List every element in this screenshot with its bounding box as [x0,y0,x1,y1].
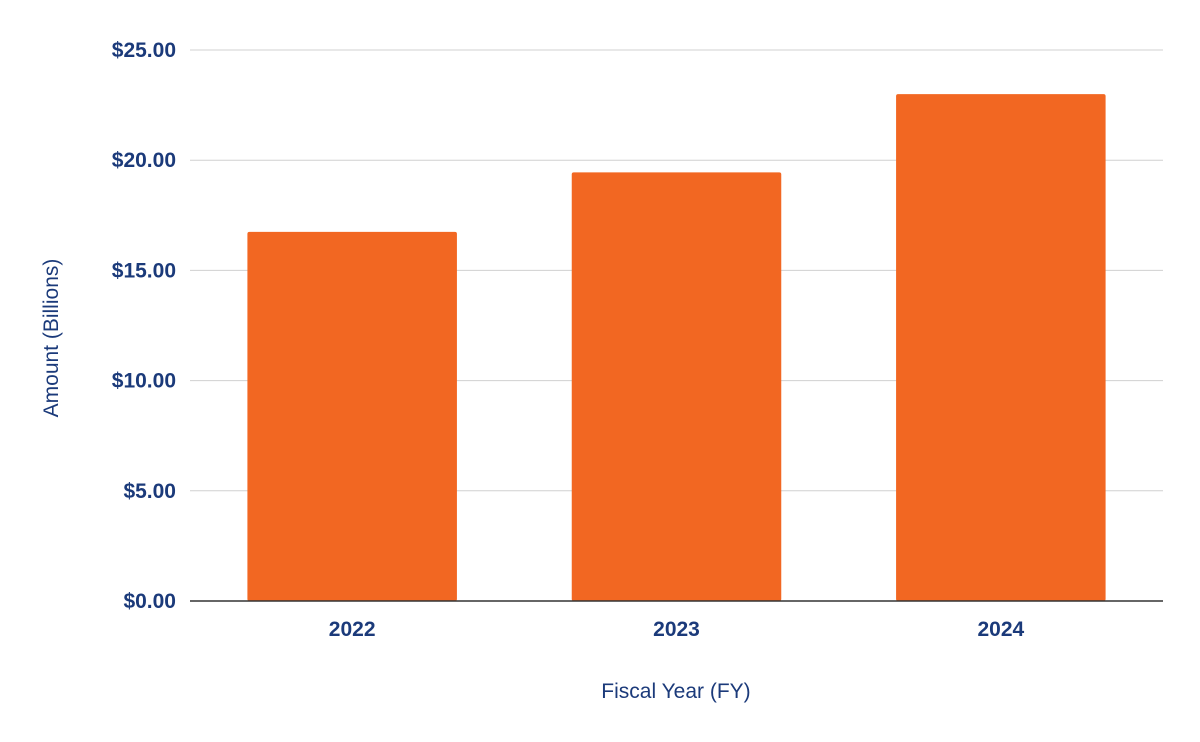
y-tick-label: $10.00 [112,370,176,393]
y-tick-label: $0.00 [123,590,176,613]
y-tick-label: $15.00 [112,259,176,282]
y-tick-label: $20.00 [112,149,176,172]
y-tick-label: $25.00 [112,39,176,62]
x-tick-label: 2023 [653,618,700,641]
x-axis-tick-labels: 2022 2023 2024 [329,618,1025,641]
y-tick-label: $5.00 [123,480,176,503]
bar-2022 [247,231,457,601]
y-axis-tick-labels: $0.00 $5.00 $10.00 $15.00 $20.00 $25.00 [112,39,176,613]
x-axis-title: Fiscal Year (FY) [601,680,750,703]
bar-2024 [896,94,1106,601]
x-tick-label: 2022 [329,618,376,641]
x-tick-label: 2024 [977,618,1024,641]
bars [247,94,1106,601]
y-axis-title: Amount (Billions) [40,259,63,418]
bar-2023 [571,172,782,601]
